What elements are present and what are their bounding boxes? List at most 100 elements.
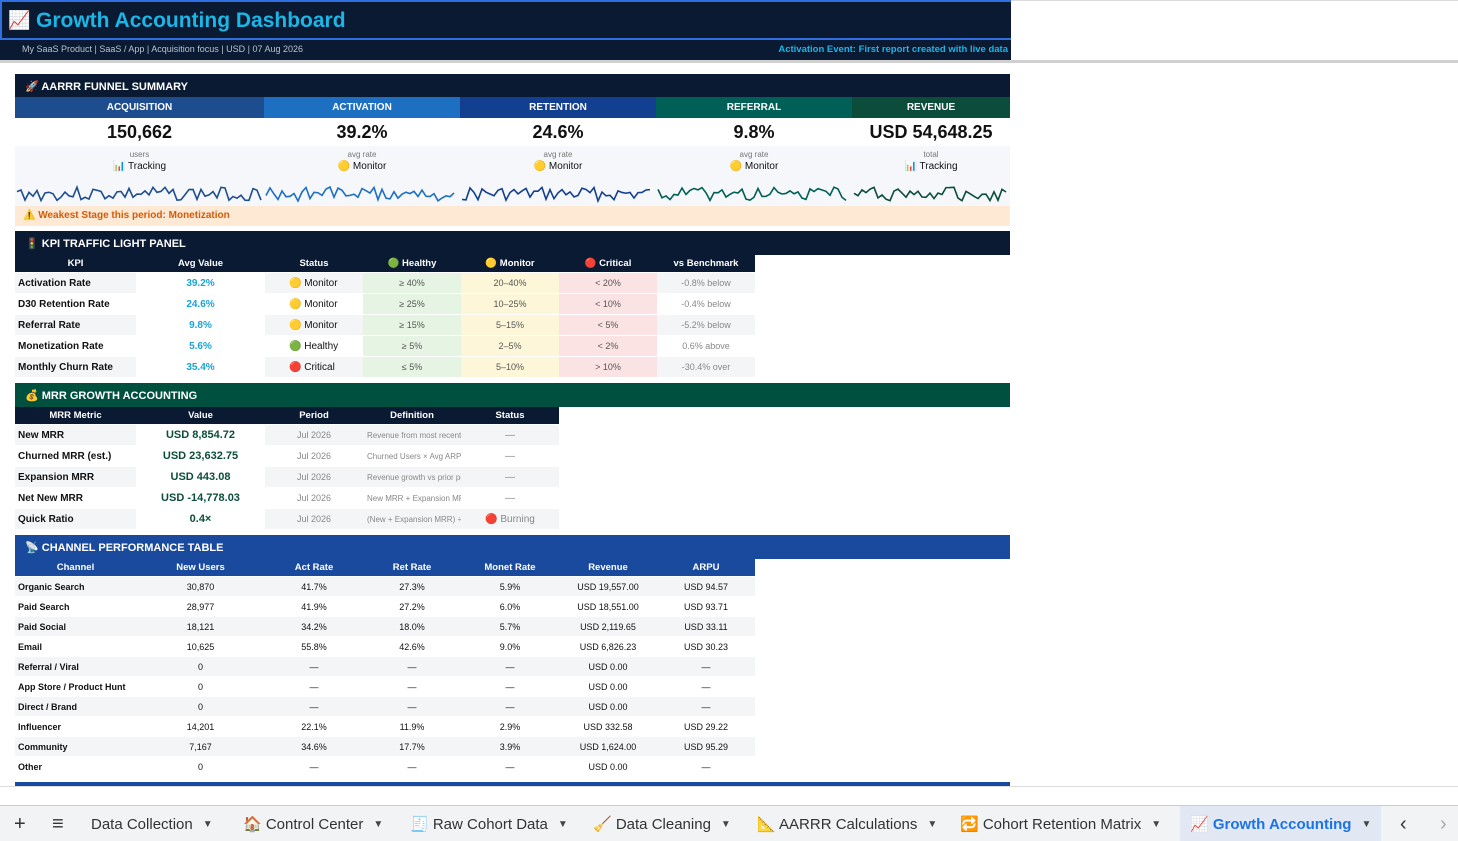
- table-cell: Community: [15, 737, 136, 757]
- table-cell: 10,625: [136, 637, 265, 657]
- column-header: 🟢 Healthy: [363, 255, 461, 273]
- table-cell: USD 33.11: [657, 617, 755, 637]
- table-cell: Influencer: [15, 717, 136, 737]
- sheet-tab-label: 🔁 Cohort Retention Matrix: [960, 816, 1142, 833]
- table-row: Direct / Brand 0— — — USD 0.00—: [15, 697, 755, 717]
- table-row: Net New MRR USD -14,778.03 Jul 2026 New MRR…: [15, 488, 559, 509]
- table-cell: 24.6%: [136, 294, 265, 315]
- funnel-sparkline: [265, 185, 455, 203]
- all-sheets-button[interactable]: ≡: [52, 812, 64, 835]
- column-header: Status: [265, 255, 363, 273]
- funnel-card-unit: total: [923, 150, 939, 159]
- table-cell: 0: [136, 657, 265, 677]
- table-cell: —: [363, 697, 461, 717]
- table-row: New MRR USD 8,854.72 Jul 2026 Revenue from …: [15, 425, 559, 446]
- sheet-tab-label: Data Collection: [91, 815, 193, 833]
- table-cell: 30,870: [136, 577, 265, 597]
- table-cell: Quick Ratio: [15, 509, 136, 530]
- table-cell: USD 443.08: [136, 467, 265, 488]
- table-cell: 7,167: [136, 737, 265, 757]
- table-cell: USD 23,632.75: [136, 446, 265, 467]
- table-cell: 🟢 Healthy: [265, 336, 363, 357]
- funnel-card: ACQUISITION 150,662 users 📊 Tracking: [15, 97, 264, 210]
- table-cell: Jul 2026: [265, 425, 363, 446]
- table-header-row: KPI Avg Value Status 🟢 Healthy 🟡 Monitor 🔴 Cr…: [15, 255, 755, 273]
- table-cell: 27.2%: [363, 597, 461, 617]
- sheet-tab[interactable]: Data Collection ▼: [81, 806, 223, 841]
- weakest-stage-banner: ⚠️ Weakest Stage this period: Monetizati…: [15, 206, 1010, 226]
- sheet-tab[interactable]: 🏠 Control Center ▼: [233, 806, 393, 841]
- chevron-down-icon[interactable]: ▼: [1151, 818, 1162, 830]
- table-cell: USD 0.00: [559, 697, 657, 717]
- table-cell: Churned Users × Avg ARPU: [363, 446, 461, 467]
- table-cell: -5.2% below: [657, 315, 755, 336]
- table-cell: 42.6%: [363, 637, 461, 657]
- table-cell: New MRR: [15, 425, 136, 446]
- sheet-tab[interactable]: 🧾 Raw Cohort Data ▼: [400, 806, 578, 841]
- table-cell: Direct / Brand: [15, 697, 136, 717]
- table-cell: Churned MRR (est.): [15, 446, 136, 467]
- funnel-card-value: 39.2%: [264, 118, 460, 146]
- column-header: 🔴 Critical: [559, 255, 657, 273]
- table-cell: —: [363, 677, 461, 697]
- table-cell: —: [461, 657, 559, 677]
- table-cell: 🟡 Monitor: [265, 294, 363, 315]
- chevron-down-icon[interactable]: ▼: [720, 818, 731, 830]
- prev-sheet-arrow[interactable]: ‹: [1400, 812, 1407, 835]
- table-cell: USD 94.57: [657, 577, 755, 597]
- sheet-tab[interactable]: 📈 Growth Accounting ▼: [1180, 806, 1382, 841]
- next-sheet-arrow[interactable]: ›: [1440, 812, 1447, 835]
- table-cell: 0: [136, 677, 265, 697]
- column-header: KPI: [15, 255, 136, 273]
- sheet-tab[interactable]: 🧹 Data Cleaning ▼: [583, 806, 741, 841]
- mrr-table: MRR Metric Value Period Definition Status New…: [15, 407, 559, 530]
- chevron-down-icon[interactable]: ▼: [1361, 818, 1372, 830]
- table-cell: 3.9%: [461, 737, 559, 757]
- add-sheet-button[interactable]: +: [14, 812, 26, 835]
- table-cell: ≤ 5%: [363, 357, 461, 378]
- table-cell: 18,121: [136, 617, 265, 637]
- page-title: Growth Accounting Dashboard: [36, 9, 346, 32]
- chevron-down-icon[interactable]: ▼: [927, 818, 938, 830]
- column-header: Avg Value: [136, 255, 265, 273]
- table-cell: 9.8%: [136, 315, 265, 336]
- divider: [0, 60, 1458, 63]
- table-cell: 2–5%: [461, 336, 559, 357]
- table-row: Monthly Churn Rate 35.4% 🔴 Critical ≤ 5% 5–1…: [15, 357, 755, 378]
- table-cell: (New + Expansion MRR) ÷ C: [363, 509, 461, 530]
- funnel-card-label: REFERRAL: [656, 97, 852, 118]
- sheet-tab[interactable]: 🔁 Cohort Retention Matrix ▼: [950, 806, 1171, 841]
- channel-table: Channel New Users Act Rate Ret Rate Monet Ra…: [15, 559, 755, 777]
- table-cell: 0: [136, 757, 265, 777]
- chevron-down-icon[interactable]: ▼: [202, 818, 213, 830]
- sparkline-path: [853, 186, 1007, 203]
- table-cell: Monetization Rate: [15, 336, 136, 357]
- table-cell: USD 8,854.72: [136, 425, 265, 446]
- funnel-sparkline: [16, 184, 262, 203]
- table-cell: 5–15%: [461, 315, 559, 336]
- table-row: Monetization Rate 5.6% 🟢 Healthy ≥ 5% 2–5% < …: [15, 336, 755, 357]
- table-cell: ≥ 15%: [363, 315, 461, 336]
- table-cell: —: [461, 757, 559, 777]
- table-cell: > 10%: [559, 357, 657, 378]
- table-cell: 5.6%: [136, 336, 265, 357]
- table-cell: 14,201: [136, 717, 265, 737]
- funnel-card-label: REVENUE: [852, 97, 1010, 118]
- table-cell: < 10%: [559, 294, 657, 315]
- table-cell: Net New MRR: [15, 488, 136, 509]
- table-cell: Jul 2026: [265, 467, 363, 488]
- column-header: MRR Metric: [15, 407, 136, 425]
- chevron-down-icon[interactable]: ▼: [557, 818, 568, 830]
- table-cell: Other: [15, 757, 136, 777]
- funnel-card-value: USD 54,648.25: [852, 118, 1010, 146]
- table-cell: 27.3%: [363, 577, 461, 597]
- chevron-down-icon[interactable]: ▼: [373, 818, 384, 830]
- sheet-tab-bar: + ≡ Data Collection ▼ 🏠 Control Center ▼ 🧾 R…: [0, 805, 1458, 841]
- column-header: Act Rate: [265, 559, 363, 577]
- funnel-card-status: 📊 Tracking: [112, 161, 167, 172]
- table-cell: Jul 2026: [265, 446, 363, 467]
- sheet-tab[interactable]: 📐 AARRR Calculations ▼: [747, 806, 947, 841]
- table-cell: ≥ 5%: [363, 336, 461, 357]
- table-row: Organic Search 30,870 41.7% 27.3% 5.9% USD 19…: [15, 577, 755, 597]
- table-cell: —: [461, 488, 559, 509]
